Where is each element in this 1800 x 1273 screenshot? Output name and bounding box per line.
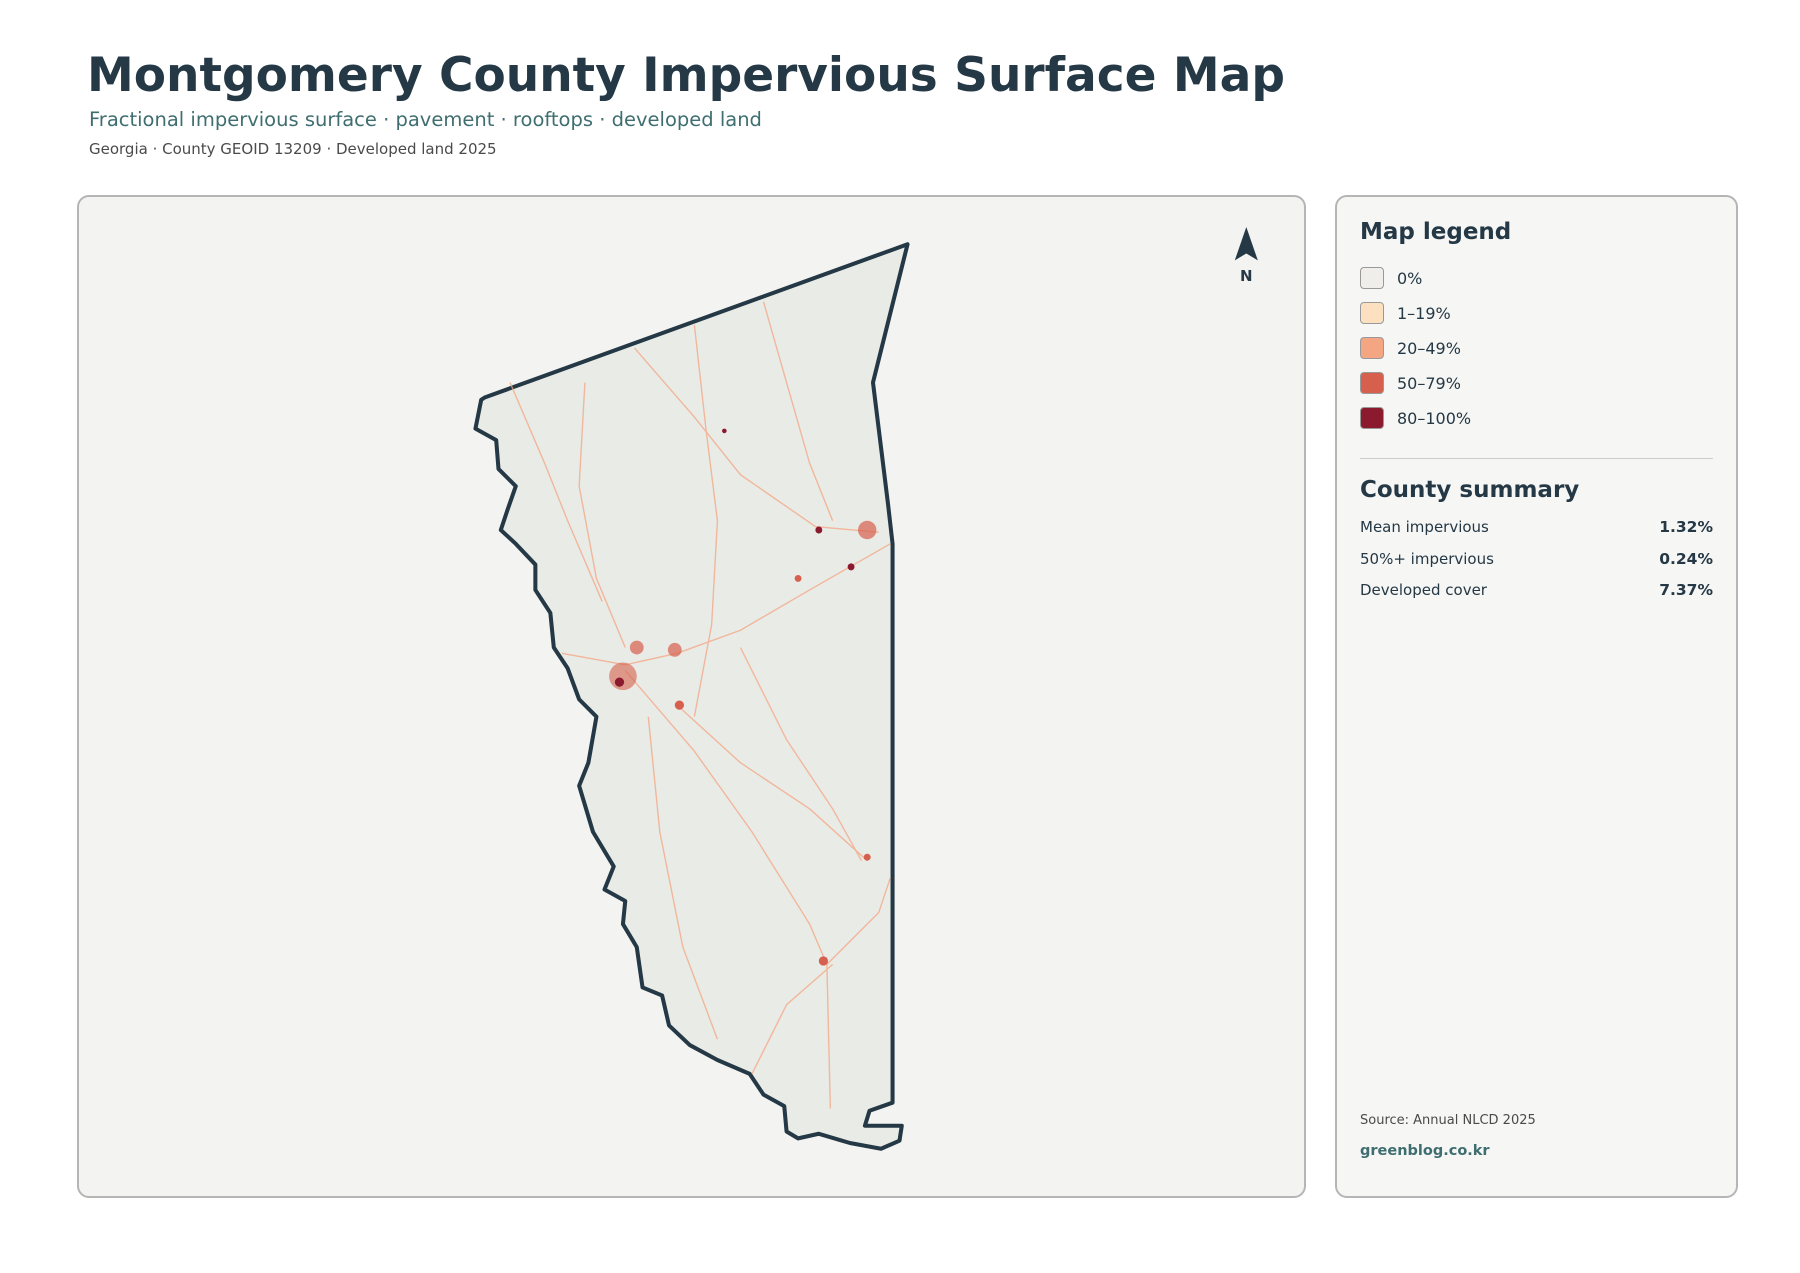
legend-label: 0% <box>1397 268 1423 288</box>
summary-value: 7.37% <box>1659 581 1713 599</box>
source: Source: Annual NLCD 2025 <box>1360 1113 1536 1128</box>
summary-value: 0.24% <box>1659 549 1713 568</box>
subtitle: Fractional impervious surface · pavement… <box>89 108 762 131</box>
legend-swatch <box>1360 407 1384 429</box>
legend-swatch <box>1360 302 1384 324</box>
legend-item: 20–49% <box>1360 337 1461 359</box>
legend-label: 50–79% <box>1397 373 1461 393</box>
legend-swatch <box>1360 372 1384 394</box>
summary-row: Developed cover 7.37% <box>1360 581 1713 599</box>
legend-item: 80–100% <box>1360 407 1471 429</box>
map: N <box>473 226 1258 1151</box>
legend-swatch <box>1360 337 1384 359</box>
side-panel: Map legend 0% 1–19% 20–49% 50–79% 80–100% Co… <box>1335 195 1738 1198</box>
urban-areas <box>609 428 877 966</box>
summary-title: County summary <box>1360 477 1580 503</box>
legend-label: 1–19% <box>1397 303 1451 323</box>
legend-title: Map legend <box>1360 219 1512 245</box>
map-panel: N <box>77 195 1306 1198</box>
roads <box>509 301 891 1109</box>
legend-item: 50–79% <box>1360 372 1461 394</box>
legend-swatch <box>1360 267 1384 289</box>
north-arrow <box>1234 226 1258 261</box>
north-label: N <box>1240 267 1253 285</box>
summary-row: 50%+ impervious 0.24% <box>1360 550 1713 568</box>
summary-label: Mean impervious <box>1360 518 1489 536</box>
summary-value: 1.32% <box>1659 518 1713 536</box>
legend-item: 0% <box>1360 267 1422 289</box>
legend-label: 20–49% <box>1397 338 1461 358</box>
title: Montgomery County Impervious Surface Map <box>87 48 1285 103</box>
meta: Georgia · County GEOID 13209 · Developed… <box>89 140 497 158</box>
summary-label: 50%+ impervious <box>1360 549 1494 568</box>
site: greenblog.co.kr <box>1360 1143 1490 1159</box>
legend-label: 80–100% <box>1397 408 1472 428</box>
legend-item: 1–19% <box>1360 302 1451 324</box>
divider <box>1360 458 1713 459</box>
summary-row: Mean impervious 1.32% <box>1360 518 1713 536</box>
county-outline <box>473 242 910 1151</box>
summary-label: Developed cover <box>1360 581 1487 599</box>
